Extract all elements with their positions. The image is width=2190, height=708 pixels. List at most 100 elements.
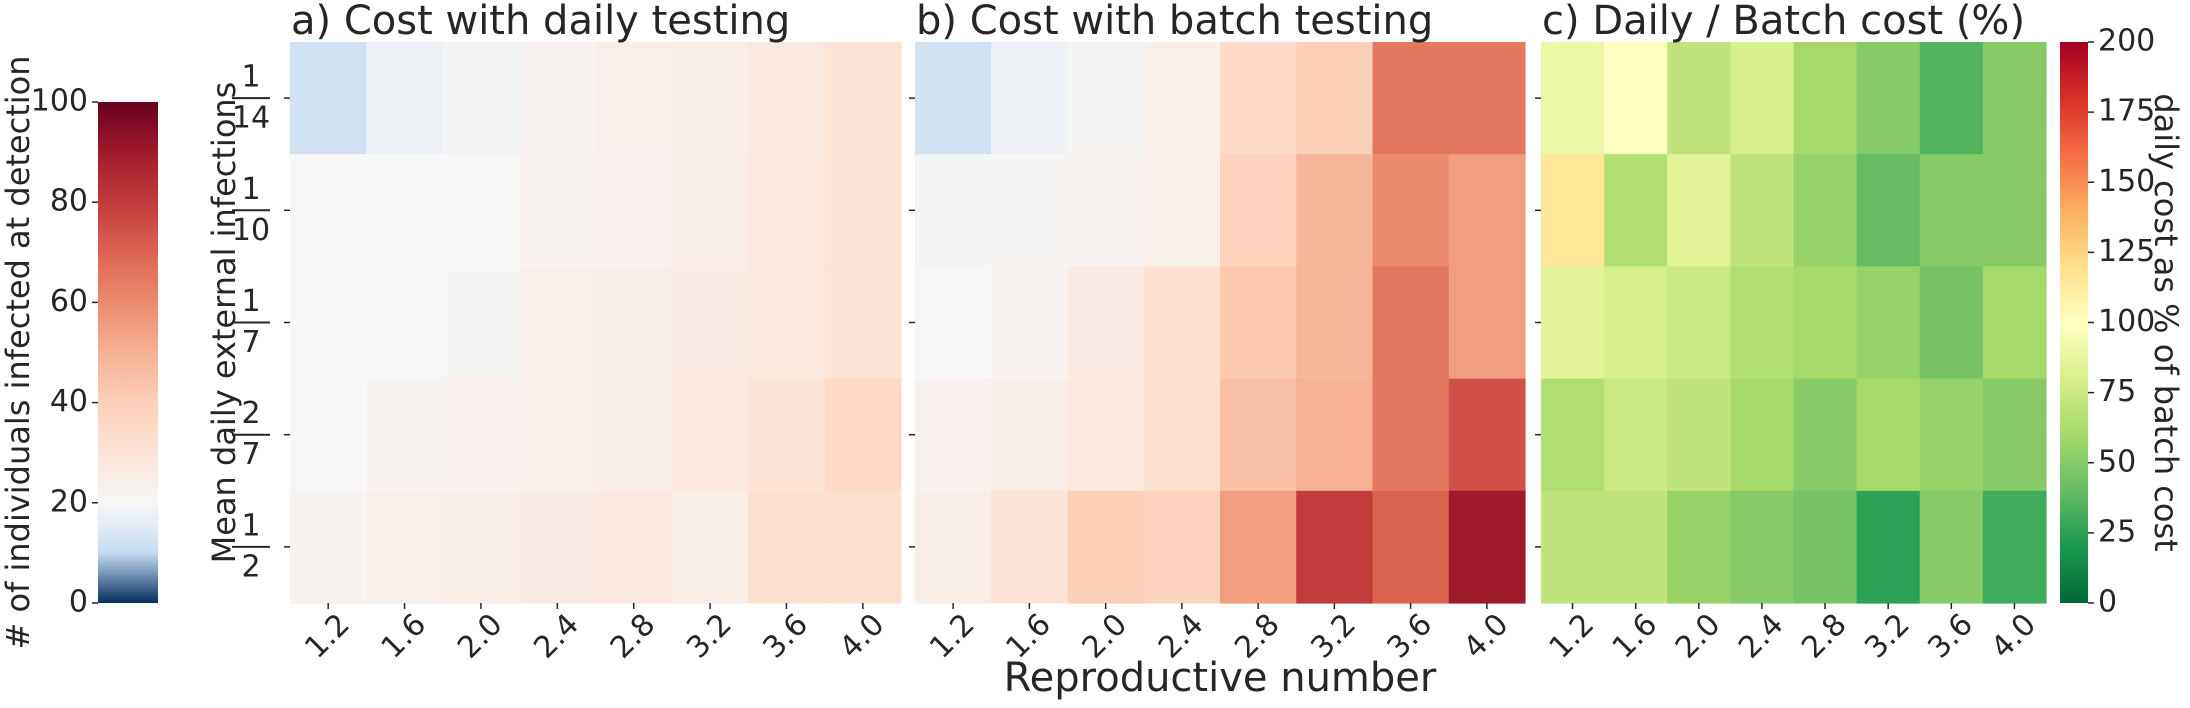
colorbar-label: daily cost as % of batch cost bbox=[2147, 93, 2185, 551]
heatmap-cell bbox=[1856, 490, 1921, 604]
heatmap-cell bbox=[748, 154, 826, 267]
heatmap-cell bbox=[824, 266, 902, 380]
colorbar-tick-label: 60 bbox=[50, 284, 88, 319]
x-tick-label: 3.6 bbox=[1921, 607, 1979, 665]
heatmap-cell bbox=[1372, 42, 1450, 155]
heatmap-cell bbox=[1296, 266, 1374, 380]
heatmap-cell bbox=[1856, 266, 1921, 380]
x-tick-label: 1.2 bbox=[298, 607, 356, 665]
colorbar-tick-label: 0 bbox=[69, 585, 88, 620]
heatmap-cell bbox=[1982, 490, 2047, 604]
heatmap-cell bbox=[1067, 154, 1145, 267]
heatmap-cell bbox=[915, 266, 992, 380]
heatmap-cell bbox=[1541, 154, 1605, 267]
heatmap-cell bbox=[290, 490, 367, 604]
heatmap-cell bbox=[1982, 154, 2047, 267]
heatmap-cell bbox=[519, 378, 597, 492]
heatmap-cell bbox=[1982, 42, 2047, 155]
heatmap-cell bbox=[1143, 490, 1221, 604]
heatmap-cell bbox=[671, 490, 749, 604]
heatmap-cell bbox=[1856, 42, 1921, 155]
heatmap-cell bbox=[1667, 266, 1731, 380]
colorbar-tick-label: 100 bbox=[2098, 304, 2155, 339]
heatmap-cell bbox=[1372, 490, 1450, 604]
heatmap-cell bbox=[1982, 266, 2047, 380]
heatmap-cell bbox=[519, 490, 597, 604]
heatmap-cell bbox=[290, 266, 367, 380]
x-tick-label: 4.0 bbox=[1457, 607, 1515, 665]
x-tick-label: 2.0 bbox=[1669, 607, 1727, 665]
heatmap-cell bbox=[991, 378, 1069, 492]
heatmap-cell bbox=[1220, 154, 1297, 267]
heatmap-cell bbox=[748, 378, 826, 492]
heatmap-cell bbox=[991, 154, 1069, 267]
heatmap-cell bbox=[1730, 378, 1795, 492]
heatmap-cell bbox=[671, 42, 749, 155]
heatmap-cell bbox=[1793, 154, 1858, 267]
heatmap-cell bbox=[1448, 490, 1526, 604]
x-axis-label: Reproductive number bbox=[1004, 655, 1437, 701]
heatmap-cell bbox=[1541, 266, 1605, 380]
heatmap-cell bbox=[1541, 42, 1605, 155]
heatmap-cell bbox=[1296, 154, 1374, 267]
heatmap-cell bbox=[748, 266, 826, 380]
heatmap-cell bbox=[290, 154, 367, 267]
heatmap-cell bbox=[1604, 378, 1668, 492]
heatmap-cell bbox=[1667, 42, 1731, 155]
heatmap-cell bbox=[1372, 154, 1450, 267]
x-tick-label: 4.0 bbox=[1984, 607, 2042, 665]
x-tick-label: 1.6 bbox=[1606, 607, 1664, 665]
heatmap-cell bbox=[1067, 378, 1145, 492]
heatmap-cell bbox=[748, 42, 826, 155]
colorbar-tick-label: 200 bbox=[2098, 24, 2155, 59]
x-tick-label: 1.2 bbox=[1543, 607, 1601, 665]
heatmap-cell bbox=[595, 490, 673, 604]
heatmap-cell bbox=[290, 378, 367, 492]
heatmap-cell bbox=[1220, 42, 1297, 155]
heatmap-cell bbox=[1793, 490, 1858, 604]
heatmap-cell bbox=[1604, 490, 1668, 604]
heatmap-cell bbox=[1067, 42, 1145, 155]
chart-title: b) Cost with batch testing bbox=[916, 0, 1433, 44]
y-tick-numerator: 1 bbox=[241, 508, 260, 543]
colorbar-tick-label: 25 bbox=[2098, 514, 2136, 549]
heatmap-cell bbox=[1143, 378, 1221, 492]
heatmap-cell bbox=[915, 490, 992, 604]
heatmap-cell bbox=[1296, 378, 1374, 492]
heatmap-cell bbox=[1143, 154, 1221, 267]
heatmap-cell bbox=[915, 378, 992, 492]
heatmap-cell bbox=[366, 378, 444, 492]
heatmap-cell bbox=[1604, 42, 1668, 155]
colorbar-label: # of individuals infected at detection bbox=[0, 55, 37, 649]
heatmap-cell bbox=[671, 378, 749, 492]
heatmap-cell bbox=[1919, 42, 1984, 155]
colorbar-tick-label: 40 bbox=[50, 384, 88, 419]
heatmap-cell bbox=[442, 266, 520, 380]
heatmap-cell bbox=[1604, 266, 1668, 380]
y-tick-denominator: 7 bbox=[241, 437, 260, 472]
colorbar-tick-label: 125 bbox=[2098, 234, 2155, 269]
x-tick-label: 2.8 bbox=[1795, 607, 1853, 665]
heatmap-cell bbox=[1604, 154, 1668, 267]
heatmap-cell bbox=[1982, 378, 2047, 492]
y-tick-numerator: 1 bbox=[241, 60, 260, 95]
heatmap-cell bbox=[1856, 154, 1921, 267]
heatmap-cell bbox=[366, 266, 444, 380]
heatmap-cell bbox=[748, 490, 826, 604]
heatmap-cell bbox=[442, 154, 520, 267]
colorbar-tick-label: 20 bbox=[50, 484, 88, 519]
heatmap-cell bbox=[519, 42, 597, 155]
x-tick-label: 4.0 bbox=[833, 607, 891, 665]
colorbar bbox=[98, 102, 158, 603]
heatmap-cell bbox=[1919, 154, 1984, 267]
y-tick-numerator: 2 bbox=[241, 396, 260, 431]
colorbar-tick-label: 75 bbox=[2098, 374, 2136, 409]
colorbar-tick-label: 100 bbox=[31, 84, 88, 119]
heatmap-cell bbox=[991, 42, 1069, 155]
chart-title: a) Cost with daily testing bbox=[291, 0, 790, 44]
heatmap-cell bbox=[1541, 490, 1605, 604]
heatmap-cell bbox=[1667, 154, 1731, 267]
colorbar-tick-label: 50 bbox=[2098, 444, 2136, 479]
